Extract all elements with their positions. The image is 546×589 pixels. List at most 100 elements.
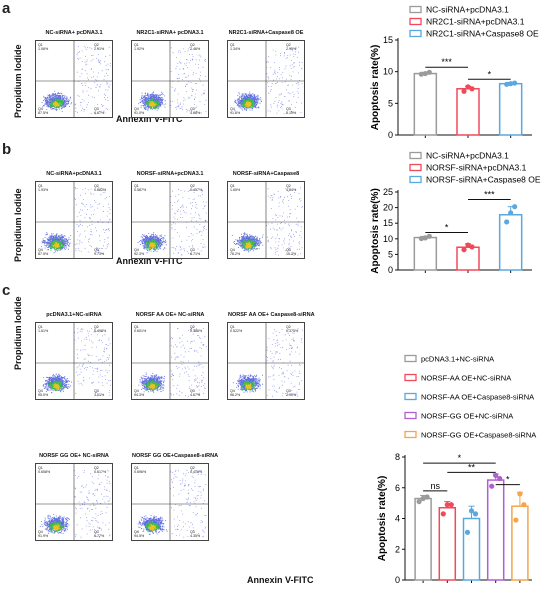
bar-5	[511, 505, 529, 581]
quadrant-q2-value: 0.375%	[286, 329, 299, 333]
flow-xlabel-a: Annexin V-FITC	[116, 114, 183, 124]
data-point	[489, 483, 495, 489]
quadrant-q3-value: 15.3%	[286, 252, 297, 256]
quadrant-q1-label: Q1	[230, 184, 235, 188]
legend-label: NR2C1-siRNA+Caspase8 OE	[426, 29, 539, 39]
data-point	[418, 71, 424, 77]
quadrant-q2-label: Q2	[286, 325, 291, 329]
y-tick-label: 5	[388, 98, 393, 108]
legend-swatch	[404, 373, 417, 382]
quadrant-q2-value: 0.882%	[94, 188, 107, 192]
legend-label: NORSF-siRNA+pcDNA3.1	[426, 163, 527, 173]
quadrant-q2-value: 0.498%	[94, 329, 107, 333]
quadrant-q3-label: Q3	[286, 389, 291, 393]
quadrant-q4-value: 91.6%	[230, 111, 241, 115]
significance-label: *	[458, 453, 462, 463]
flow-plot-title: NORSF AA OE+ Caspase8-siRNA	[228, 312, 315, 318]
flow-scatter	[228, 323, 304, 399]
quadrant-q4-label: Q4	[134, 107, 139, 111]
flow-plot-c-2: NORSF AA OE+ NC-siRNA Q1 0.601% Q2 0.386% Q3 4…	[131, 312, 209, 400]
quadrant-q1-value: 0.658%	[38, 470, 51, 474]
quadrant-q3-label: Q3	[190, 530, 195, 534]
legend-swatch	[404, 411, 417, 420]
quadrant-q3-label: Q3	[94, 389, 99, 393]
bar-2	[456, 246, 480, 271]
data-point	[420, 495, 426, 502]
y-tick-label: 0	[388, 265, 393, 275]
legend-swatch	[409, 5, 422, 14]
flow-plot-b-3: NORSF-siRNA+Caspase8 Q1 1.65% Q2 4.84% Q3 15.3…	[227, 171, 305, 259]
legend-swatch	[409, 29, 422, 38]
bar-2	[456, 88, 480, 136]
quadrant-q3-value: 2.90%	[286, 393, 297, 397]
quadrant-q4-value: 87.5%	[38, 252, 49, 256]
quadrant-q4-value: 94.5%	[134, 534, 145, 538]
quadrant-q4-value: 96.2%	[230, 393, 241, 397]
data-point	[416, 498, 422, 505]
data-point	[468, 508, 475, 514]
flow-plot-a-1: NC-siRNA+ pcDNA3.1 Q1 1.06% Q2 2.91% Q3 6.67% Q…	[35, 30, 113, 118]
data-point	[444, 502, 450, 508]
legend-label: pcDNA3.1+NC-siRNA	[421, 355, 494, 364]
quadrant-q3-value: 6.77%	[94, 534, 105, 538]
bar-1	[414, 497, 432, 581]
quadrant-q3-label: Q3	[286, 248, 291, 252]
legend-swatch	[404, 392, 417, 401]
data-point	[517, 491, 523, 497]
quadrant-q2-value: 0.617%	[94, 470, 107, 474]
data-point	[440, 511, 446, 517]
y-tick-label: 20	[383, 203, 393, 213]
quadrant-q2-value: 4.84%	[286, 188, 297, 192]
bar-3	[498, 214, 523, 271]
flow-plot-title: NC-siRNA+ pcDNA3.1	[45, 30, 103, 36]
quadrant-q2-label: Q2	[94, 43, 99, 47]
legend-label: NORSF-siRNA+Caspase8 OE	[426, 175, 541, 185]
quadrant-q4-label: Q4	[230, 248, 235, 252]
legend-swatch	[409, 17, 422, 26]
y-tick-label: 4	[395, 514, 400, 524]
bar-4	[486, 479, 505, 581]
chart-ylabel: Apoptosis rate(%)	[370, 188, 381, 274]
flow-plot-title: NORSF GG OE+ NC-siRNA	[39, 453, 109, 459]
data-point	[504, 81, 510, 87]
quadrant-q2-label: Q2	[94, 325, 99, 329]
quadrant-q1-label: Q1	[134, 325, 139, 329]
bar-1	[413, 236, 438, 271]
chart-ylabel: Apoptosis rate(%)	[377, 476, 388, 562]
flow-plot-b-2: NORSF-siRNA+pcDNA3.1 Q1 0.587% Q2 0.457% Q3 6.…	[131, 171, 209, 259]
data-point	[508, 210, 514, 216]
bar-3	[498, 82, 523, 136]
flow-scatter	[228, 41, 304, 117]
flow-scatter	[132, 41, 208, 117]
flow-plot-c-3: NORSF AA OE+ Caspase8-siRNA Q1 0.522% Q2 0.3…	[227, 312, 315, 400]
legend-swatch	[404, 430, 417, 439]
quadrant-q4-value: 91.0%	[134, 111, 145, 115]
quadrant-q4-label: Q4	[134, 389, 139, 393]
significance-label: *	[506, 475, 510, 485]
y-tick-label: 15	[383, 218, 393, 228]
quadrant-q3-value: 9.73%	[94, 252, 105, 256]
quadrant-q4-label: Q4	[38, 107, 43, 111]
data-point	[469, 244, 475, 250]
quadrant-q3-value: 3.01%	[94, 393, 105, 397]
quadrant-q2-label: Q2	[190, 43, 195, 47]
quadrant-q2-label: Q2	[94, 184, 99, 188]
flow-plot-title: NC-siRNA+pcDNA3.1	[46, 171, 102, 177]
quadrant-q4-value: 94.3%	[134, 393, 145, 397]
bar-3	[462, 517, 481, 581]
flow-plot-c-4: NORSF GG OE+ NC-siRNA Q1 0.658% Q2 0.617% Q3 6…	[35, 453, 113, 541]
quadrant-q2-value: 2.91%	[94, 47, 105, 51]
quadrant-q4-label: Q4	[38, 248, 43, 252]
quadrant-q4-label: Q4	[38, 389, 43, 393]
flow-plot-title: NORSF GG OE+Caspase8-siRNA	[132, 453, 219, 459]
data-point	[493, 472, 499, 479]
flow-plot-title: NORSF-siRNA+Caspase8	[232, 171, 300, 177]
quadrant-q1-label: Q1	[38, 466, 43, 470]
quadrant-q2-label: Q2	[190, 325, 195, 329]
quadrant-q3-label: Q3	[190, 389, 195, 393]
quadrant-q1-label: Q1	[38, 184, 43, 188]
quadrant-q1-value: 1.61%	[38, 329, 49, 333]
y-tick-label: 0	[395, 575, 400, 585]
flow-scatter	[228, 182, 304, 258]
